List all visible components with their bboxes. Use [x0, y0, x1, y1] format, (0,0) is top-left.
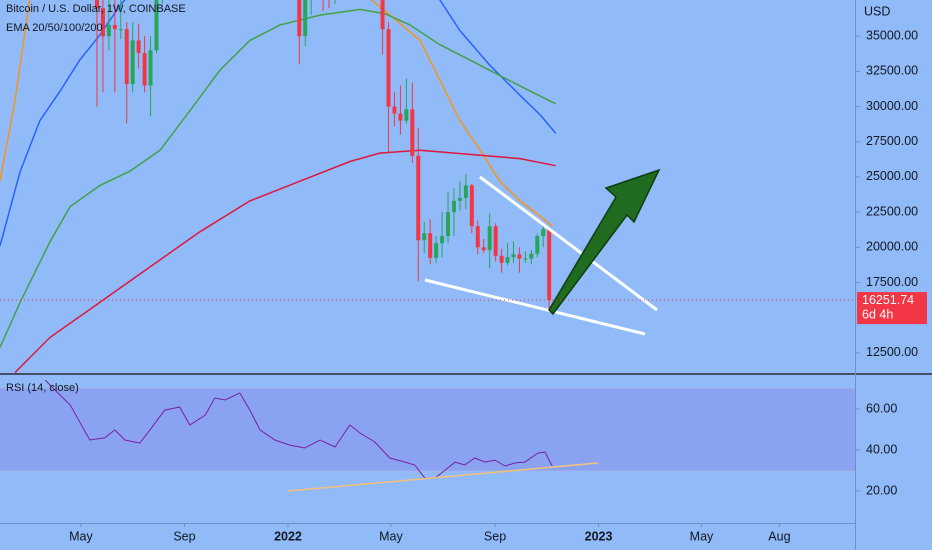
candle-body — [463, 185, 468, 199]
candle-body — [94, 0, 99, 9]
arrow — [548, 168, 661, 316]
chart-title: Bitcoin / U.S. Dollar, 1W, COINBASE — [6, 3, 186, 15]
candle-body — [446, 212, 451, 237]
candle-body — [118, 29, 123, 31]
y-axis-label: USD — [864, 4, 890, 18]
x-tick-label: 2023 — [585, 529, 613, 543]
candle-body — [505, 257, 510, 263]
candle-body — [469, 185, 474, 227]
x-tick-label: Sep — [173, 529, 195, 543]
x-tick-label: May — [379, 529, 403, 543]
x-tick-label: Sep — [484, 529, 506, 543]
candle-body — [428, 233, 433, 258]
y-tick-label: 17500.00 — [866, 275, 918, 289]
y-tick-label: 60.00 — [866, 401, 897, 415]
candle-body — [100, 8, 105, 37]
candle-body — [112, 24, 117, 30]
wedge-upper — [479, 175, 658, 312]
y-tick-label: 25000.00 — [866, 169, 918, 183]
candle-body — [475, 226, 480, 248]
y-tick-label: 32500.00 — [866, 64, 918, 78]
indicator-label: EMA 20/50/100/200 — [6, 22, 103, 34]
last-price-label: 16251.74 — [862, 293, 914, 307]
candle-body — [451, 200, 456, 213]
rsi-title: RSI (14, close) — [6, 382, 79, 394]
candle-body — [440, 236, 445, 244]
y-tick-label: 22500.00 — [866, 204, 918, 218]
y-tick-label: 20000.00 — [866, 240, 918, 254]
candle-body — [106, 24, 111, 37]
candle-body — [404, 109, 409, 121]
candle-body — [124, 29, 129, 85]
candle-body — [523, 258, 528, 260]
rsi-pane — [0, 379, 855, 479]
candle-body — [142, 53, 147, 86]
candle-body — [529, 253, 534, 259]
candle-body — [297, 0, 302, 37]
ema-line — [0, 8, 557, 348]
ema-line — [0, 0, 553, 227]
candle-body — [136, 40, 141, 54]
candle-body — [481, 247, 486, 251]
x-tick-label: Aug — [768, 529, 790, 543]
y-tick-label: 35000.00 — [866, 28, 918, 42]
x-tick-label: May — [690, 529, 714, 543]
candle-body — [457, 198, 462, 201]
y-tick-label: 30000.00 — [866, 99, 918, 113]
price-pane — [0, 0, 557, 373]
countdown-label: 6d 4h — [862, 307, 893, 321]
candle-body — [398, 113, 403, 121]
y-tick-label: 12500.00 — [866, 345, 918, 359]
candle-body — [130, 40, 135, 85]
ema-line — [0, 0, 557, 247]
candle-body — [517, 254, 522, 259]
candle-body — [154, 0, 159, 51]
candle-body — [499, 255, 504, 263]
rsi-trendline — [287, 462, 599, 492]
y-tick-label: 20.00 — [866, 483, 897, 497]
rsi-band — [0, 388, 855, 471]
candle-body — [422, 233, 427, 241]
y-tick-label: 27500.00 — [866, 134, 918, 148]
candle-body — [380, 0, 385, 30]
candle-body — [547, 229, 552, 301]
candle-body — [434, 243, 439, 258]
candle-body — [541, 229, 546, 237]
rsi-line — [44, 379, 553, 479]
x-tick-label: 2022 — [274, 529, 302, 543]
candle-body — [487, 226, 492, 251]
candle-body — [416, 155, 421, 241]
y-tick-label: 40.00 — [866, 442, 897, 456]
candle-body — [511, 254, 516, 258]
candle-body — [410, 109, 415, 156]
ema-line — [14, 149, 556, 373]
candle-body — [392, 106, 397, 114]
candle-body — [303, 0, 308, 37]
candle-body — [386, 29, 391, 107]
x-tick-label: May — [69, 529, 93, 543]
last-price-box — [857, 292, 927, 325]
wedge-lower — [424, 278, 646, 336]
candle-body — [535, 236, 540, 254]
candle-body — [493, 226, 498, 256]
candle-body — [148, 50, 153, 86]
